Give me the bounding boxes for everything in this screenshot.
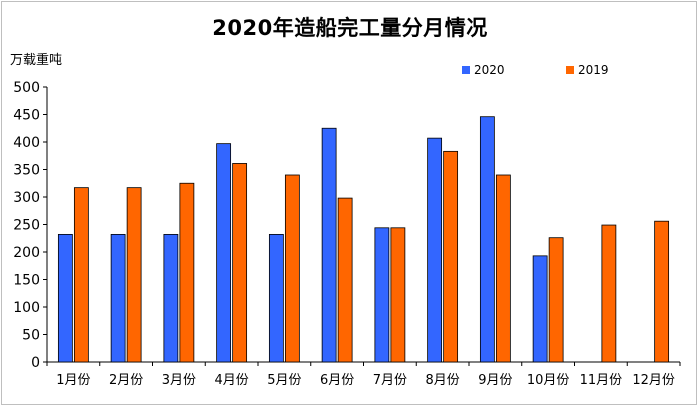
y-tick-label: 200 — [13, 245, 40, 261]
legend-swatch-2019 — [566, 66, 574, 74]
chart-title: 2020年造船完工量分月情况 — [212, 16, 488, 40]
legend-item-2019: 2019 — [566, 63, 609, 77]
bar-2019 — [390, 227, 406, 363]
bar-2020 — [110, 233, 126, 363]
bar-2020 — [268, 233, 284, 363]
bar-2019 — [601, 224, 617, 363]
bar-2019 — [337, 197, 353, 363]
x-tick-label: 8月份 — [425, 373, 459, 388]
legend-item-2020: 2020 — [462, 63, 505, 77]
x-tick-label: 2月份 — [109, 373, 143, 388]
x-tick-label: 5月份 — [267, 373, 301, 388]
bar-2019 — [126, 187, 142, 363]
x-tick-label: 12月份 — [632, 373, 675, 388]
bar-2019 — [654, 220, 670, 363]
y-axis-unit-label: 万载重吨 — [10, 53, 63, 68]
bar-2019 — [179, 182, 195, 363]
y-tick-label: 250 — [13, 218, 40, 234]
bar-2019 — [443, 150, 459, 363]
y-tick-label: 350 — [13, 163, 40, 179]
x-tick-label: 6月份 — [320, 373, 354, 388]
y-tick-label: 50 — [22, 328, 40, 344]
y-tick-label: 500 — [13, 80, 40, 96]
bar-2020 — [374, 227, 390, 363]
x-tick-label: 9月份 — [478, 373, 512, 388]
bar-2020 — [163, 233, 179, 363]
bar-2020 — [216, 143, 232, 363]
bar-2019 — [548, 237, 564, 363]
x-tick-label: 3月份 — [162, 373, 196, 388]
bar-2020 — [321, 127, 337, 363]
y-tick-label: 300 — [13, 190, 40, 206]
legend-swatch-2020 — [462, 66, 470, 74]
x-tick-label: 11月份 — [580, 373, 623, 388]
bar-2019 — [73, 187, 89, 363]
bar-2019 — [495, 174, 511, 363]
x-tick-label: 10月份 — [527, 373, 570, 388]
x-tick-label: 4月份 — [214, 373, 248, 388]
legend-label-2019: 2019 — [578, 63, 609, 77]
bar-2019 — [284, 174, 300, 363]
y-tick-label: 150 — [13, 273, 40, 289]
legend-label-2020: 2020 — [474, 63, 505, 77]
x-tick-label: 7月份 — [373, 373, 407, 388]
bar-2020 — [427, 137, 443, 363]
y-tick-label: 450 — [13, 108, 40, 124]
bar-2020 — [57, 233, 73, 363]
y-tick-label: 400 — [13, 135, 40, 151]
bar-2020 — [479, 116, 495, 363]
bar-2020 — [532, 255, 548, 363]
bar-2019 — [232, 163, 248, 363]
y-tick-label: 0 — [31, 355, 40, 371]
y-tick-label: 100 — [13, 300, 40, 316]
x-tick-label: 1月份 — [56, 373, 90, 388]
